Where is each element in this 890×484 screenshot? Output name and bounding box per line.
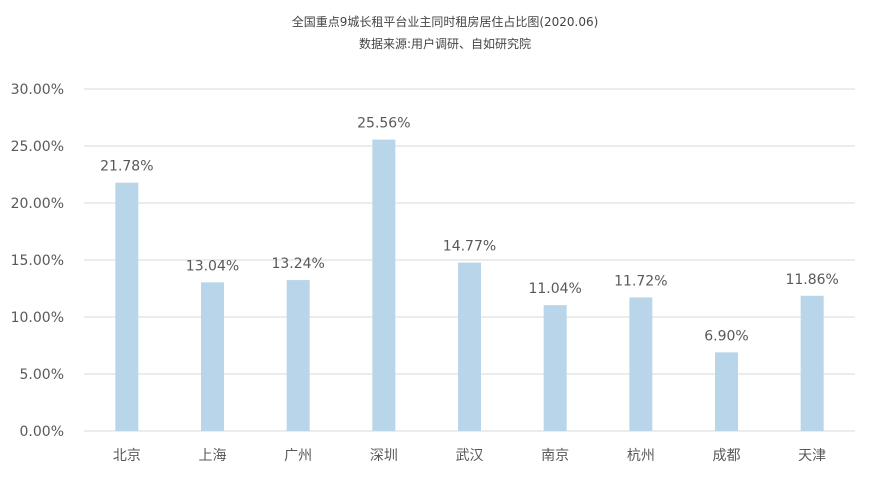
data-label: 25.56%: [357, 116, 410, 132]
chart-title: 全国重点9城长租平台业主同时租房居住占比图(2020.06): [291, 15, 599, 29]
bar: [543, 305, 567, 431]
x-tick-label: 成都: [713, 448, 741, 464]
y-tick-label: 15.00%: [11, 253, 64, 269]
x-tick-label: 天津: [798, 448, 826, 464]
x-tick-label: 广州: [284, 448, 312, 464]
chart-title-block: 全国重点9城长租平台业主同时租房居住占比图(2020.06) 数据来源:用户调研…: [0, 12, 890, 54]
x-tick-label: 深圳: [370, 448, 398, 464]
x-tick-label: 杭州: [627, 448, 655, 464]
bar: [372, 139, 396, 431]
bar: [458, 262, 481, 431]
data-label: 13.24%: [271, 256, 324, 272]
y-tick-label: 10.00%: [11, 310, 64, 326]
data-label: 11.86%: [785, 272, 838, 288]
data-label: 11.72%: [614, 273, 667, 289]
bar: [115, 182, 139, 431]
data-label: 21.78%: [100, 159, 153, 175]
x-tick-label: 北京: [113, 448, 141, 464]
bar: [629, 297, 653, 431]
chart-subtitle: 数据来源:用户调研、自如研究院: [358, 37, 532, 51]
y-tick-label: 30.00%: [11, 82, 64, 98]
y-tick-label: 20.00%: [11, 196, 64, 212]
x-tick-label: 南京: [541, 448, 569, 464]
y-tick-label: 5.00%: [20, 367, 64, 383]
bar: [800, 295, 824, 431]
bar: [201, 282, 224, 431]
data-label: 11.04%: [528, 281, 581, 297]
y-tick-label: 0.00%: [20, 424, 64, 440]
bar: [715, 352, 738, 431]
bar: [286, 280, 310, 431]
y-tick-label: 25.00%: [11, 139, 64, 155]
data-label: 13.04%: [186, 258, 239, 274]
data-label: 6.90%: [704, 328, 748, 344]
x-tick-label: 武汉: [456, 448, 484, 464]
data-label: 14.77%: [443, 239, 496, 255]
x-tick-label: 上海: [199, 448, 227, 464]
